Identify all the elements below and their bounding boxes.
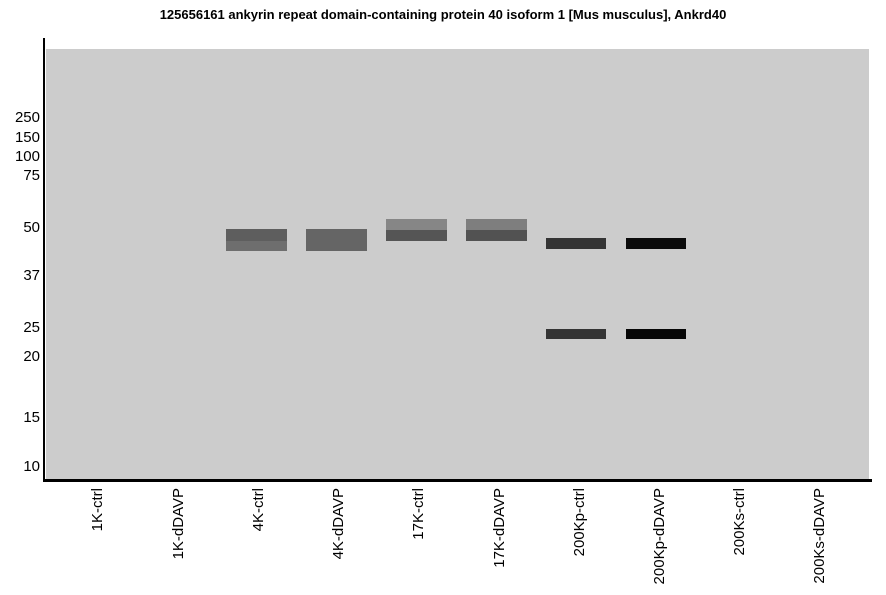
y-axis-line xyxy=(43,38,45,482)
lane-label-text: 200Ks-ctrl xyxy=(731,488,748,556)
x-axis-line xyxy=(43,479,872,482)
lane-label-text: 1K-ctrl xyxy=(89,488,106,532)
lane-label-text: 1K-dDAVP xyxy=(170,488,187,560)
mw-tick-label: 10 xyxy=(23,458,40,475)
blot-band xyxy=(386,219,447,230)
blot-band xyxy=(226,241,287,251)
blot-band xyxy=(226,229,287,241)
mw-tick-label: 37 xyxy=(23,267,40,284)
blot-band xyxy=(466,230,527,241)
lane-label-text: 200Kp-dDAVP xyxy=(651,488,668,585)
blot-band xyxy=(626,329,686,339)
figure-title: 125656161 ankyrin repeat domain-containi… xyxy=(159,7,727,22)
blot-band xyxy=(386,230,447,241)
mw-tick-label: 25 xyxy=(23,319,40,336)
blot-band xyxy=(546,329,606,339)
mw-tick-label: 75 xyxy=(23,167,40,184)
mw-tick-label: 20 xyxy=(23,348,40,365)
blot-band xyxy=(546,238,606,249)
mw-tick-label: 15 xyxy=(23,409,40,426)
lane-label-text: 4K-dDAVP xyxy=(330,488,347,560)
blot-band xyxy=(466,219,527,230)
mw-tick-label: 250 xyxy=(14,109,40,126)
blot-band xyxy=(306,229,367,251)
mw-tick-label: 50 xyxy=(23,219,40,236)
lane-label-text: 4K-ctrl xyxy=(250,488,267,532)
lane-label-text: 200Ks-dDAVP xyxy=(811,488,828,584)
mw-tick-label: 100 xyxy=(14,148,40,165)
blot-band xyxy=(626,238,686,249)
plot-area xyxy=(46,49,869,479)
lane-label-text: 17K-dDAVP xyxy=(491,488,508,568)
lane-label-text: 200Kp-ctrl xyxy=(571,488,588,557)
mw-tick-label: 150 xyxy=(14,129,40,146)
lane-label-text: 17K-ctrl xyxy=(410,488,427,540)
